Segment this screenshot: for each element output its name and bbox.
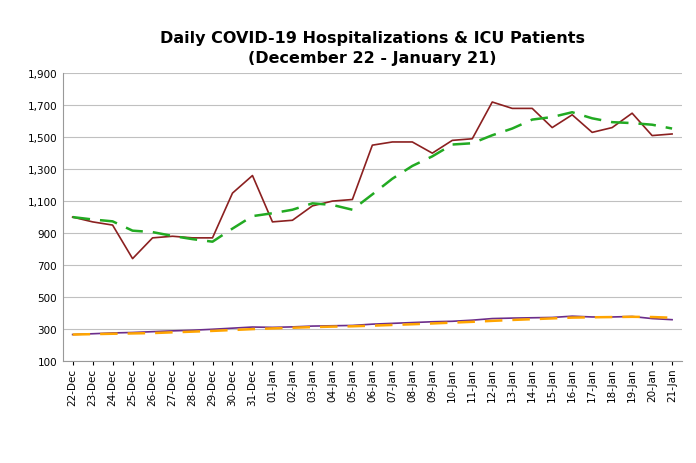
Title: Daily COVID-19 Hospitalizations & ICU Patients
(December 22 - January 21): Daily COVID-19 Hospitalizations & ICU Pa… [160,31,585,66]
